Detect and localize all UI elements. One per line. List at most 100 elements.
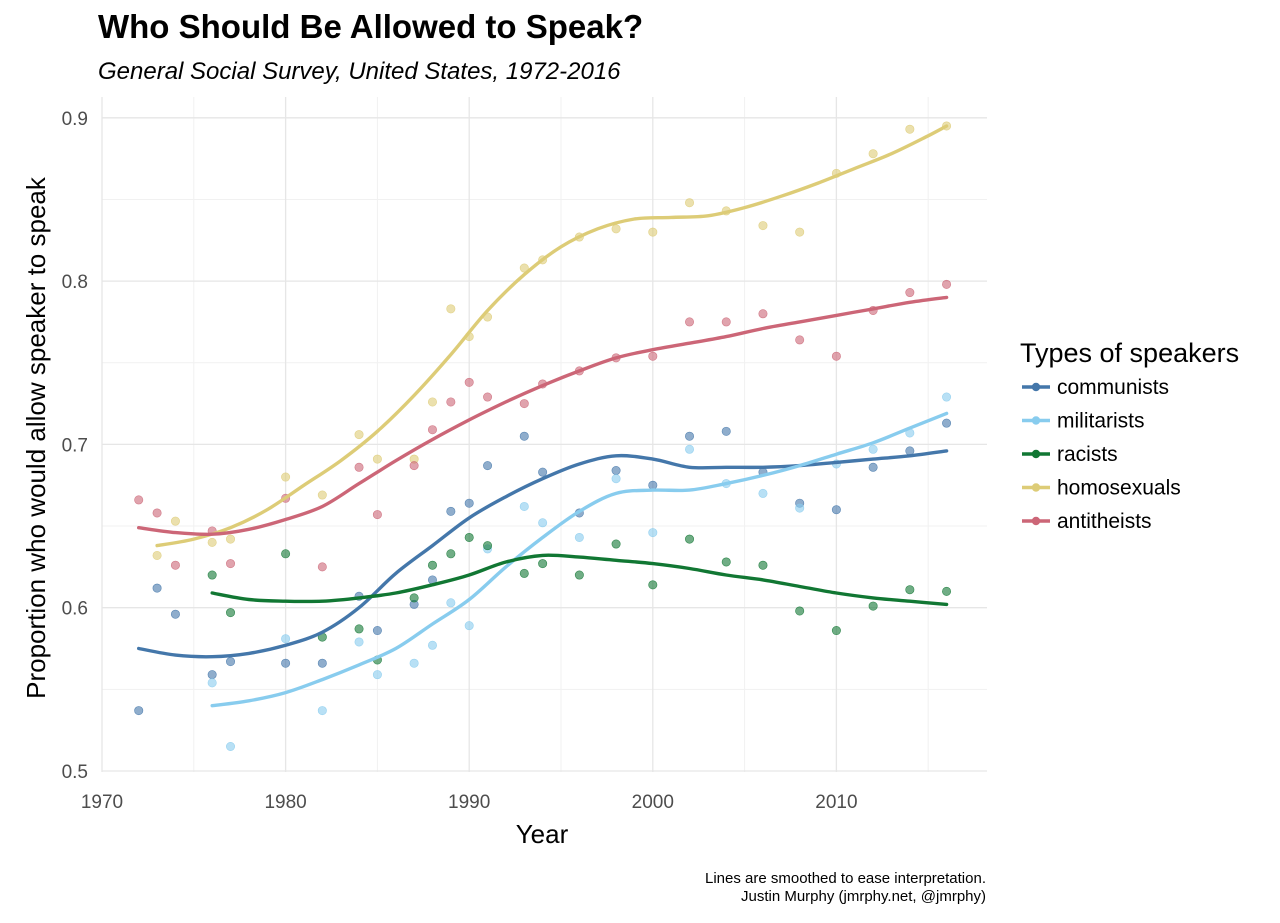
point-communists	[281, 658, 291, 668]
point-racists	[483, 541, 493, 551]
x-tick-label: 2000	[632, 792, 674, 813]
point-racists	[868, 601, 878, 611]
y-tick-label: 0.9	[62, 109, 88, 130]
y-axis-ticks: 0.5 0.6 0.7 0.8 0.9	[62, 109, 88, 783]
point-homosexuals	[758, 221, 768, 231]
point-racists	[574, 570, 584, 580]
point-antitheists	[226, 559, 236, 569]
line-communists	[137, 449, 949, 659]
point-homosexuals	[152, 550, 162, 560]
point-racists	[446, 549, 456, 559]
legend-item-racists: racists	[1022, 443, 1118, 466]
point-homosexuals	[868, 149, 878, 159]
point-communists	[721, 426, 731, 436]
point-militarists	[538, 518, 548, 528]
point-militarists	[464, 621, 474, 631]
point-homosexuals	[207, 537, 217, 547]
point-communists	[372, 626, 382, 636]
line-homosexuals	[155, 124, 949, 548]
point-racists	[538, 559, 548, 569]
point-antitheists	[409, 461, 419, 471]
point-homosexuals	[685, 198, 695, 208]
point-antitheists	[685, 317, 695, 327]
legend-title: Types of speakers	[1020, 338, 1239, 368]
y-axis-title: Proportion who would allow speaker to sp…	[21, 176, 51, 699]
chart-title: Who Should Be Allowed to Speak?	[98, 8, 644, 45]
grid-major	[101, 97, 987, 772]
legend: Types of speakers communists militarists r…	[1020, 338, 1239, 533]
point-homosexuals	[446, 304, 456, 314]
point-militarists	[648, 528, 658, 538]
caption-line: Justin Murphy (jmrphy.net, @jmrphy)	[740, 888, 986, 905]
point-antitheists	[354, 462, 364, 472]
x-axis-ticks: 1970 1980 1990 2000 2010	[81, 792, 858, 813]
point-racists	[648, 580, 658, 590]
x-axis-title: Year	[516, 819, 569, 849]
point-racists	[409, 593, 419, 603]
point-homosexuals	[905, 124, 915, 134]
point-antitheists	[519, 399, 529, 409]
point-antitheists	[446, 397, 456, 407]
point-communists	[134, 706, 144, 716]
legend-item-homosexuals: homosexuals	[1022, 477, 1181, 500]
point-communists	[464, 498, 474, 508]
point-homosexuals	[317, 490, 327, 500]
point-racists	[905, 585, 915, 595]
point-communists	[170, 609, 180, 619]
point-communists	[483, 461, 493, 471]
point-homosexuals	[354, 430, 364, 440]
point-racists	[519, 568, 529, 578]
point-communists	[317, 658, 327, 668]
point-militarists	[519, 501, 529, 511]
line-racists	[210, 553, 949, 607]
point-militarists	[611, 474, 621, 484]
point-communists	[152, 583, 162, 593]
point-antitheists	[831, 351, 841, 361]
chart-caption: Lines are smoothed to ease interpretatio…	[705, 870, 986, 906]
point-militarists	[685, 444, 695, 454]
caption-line: Lines are smoothed to ease interpretatio…	[704, 870, 986, 887]
point-homosexuals	[226, 534, 236, 544]
point-militarists	[281, 634, 291, 644]
point-homosexuals	[611, 224, 621, 234]
point-antitheists	[427, 425, 437, 435]
legend-swatch-point	[1031, 516, 1041, 526]
y-tick-label: 0.6	[62, 599, 88, 620]
smooth-lines	[137, 124, 949, 708]
point-militarists	[795, 503, 805, 513]
point-communists	[942, 418, 952, 428]
legend-label: antitheists	[1057, 510, 1152, 533]
chart-subtitle: General Social Survey, United States, 19…	[98, 58, 621, 85]
point-antitheists	[152, 508, 162, 518]
point-communists	[519, 431, 529, 441]
point-militarists	[427, 640, 437, 650]
point-antitheists	[721, 317, 731, 327]
point-racists	[354, 624, 364, 634]
point-communists	[868, 462, 878, 472]
point-antitheists	[170, 560, 180, 570]
point-homosexuals	[170, 516, 180, 526]
point-homosexuals	[427, 397, 437, 407]
y-tick-label: 0.5	[62, 762, 88, 783]
x-tick-label: 1970	[81, 792, 123, 813]
point-militarists	[226, 742, 236, 752]
point-communists	[538, 467, 548, 477]
point-homosexuals	[281, 472, 291, 482]
legend-label: homosexuals	[1057, 477, 1181, 500]
point-militarists	[574, 532, 584, 542]
point-communists	[446, 506, 456, 516]
legend-item-communists: communists	[1022, 376, 1169, 399]
point-racists	[226, 608, 236, 618]
legend-swatch-point	[1031, 449, 1041, 459]
point-militarists	[372, 670, 382, 680]
point-antitheists	[317, 562, 327, 572]
point-antitheists	[942, 279, 952, 289]
point-homosexuals	[519, 263, 529, 273]
point-antitheists	[795, 335, 805, 345]
point-antitheists	[758, 309, 768, 319]
point-militarists	[758, 488, 768, 498]
point-antitheists	[464, 377, 474, 387]
point-racists	[207, 570, 217, 580]
legend-swatch-point	[1031, 382, 1041, 392]
x-tick-label: 1990	[448, 792, 490, 813]
